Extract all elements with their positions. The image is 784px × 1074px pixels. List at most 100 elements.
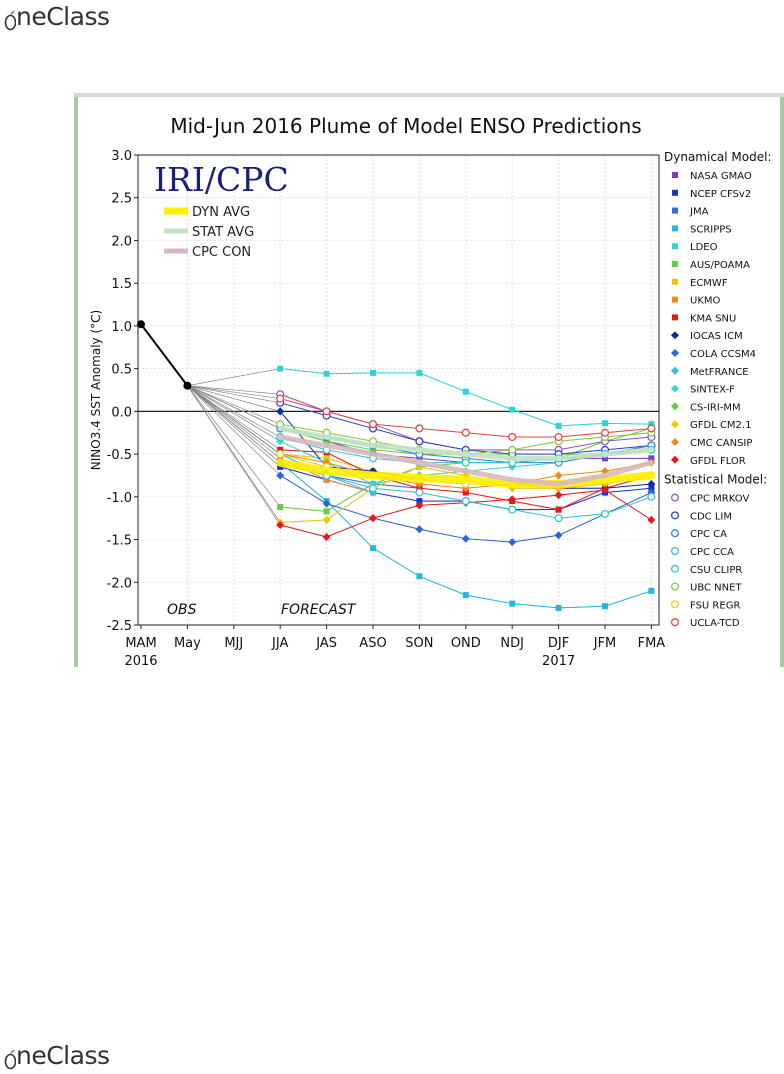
legend-entry: KMA SNU bbox=[690, 313, 736, 324]
data-point bbox=[416, 369, 423, 376]
legend-marker bbox=[671, 331, 679, 340]
figure-background bbox=[78, 97, 780, 667]
oneclass-logo-top[interactable]: neClass bbox=[4, 2, 110, 31]
legend-entry: GFDL FLOR bbox=[690, 456, 746, 467]
data-point bbox=[277, 504, 284, 511]
legend-entry: UBC NNET bbox=[690, 583, 742, 594]
year-label: 2016 bbox=[124, 654, 157, 667]
forecast-label: FORECAST bbox=[281, 602, 357, 618]
x-tick-label: DJF bbox=[548, 636, 569, 651]
data-point bbox=[415, 488, 424, 497]
x-tick-label: JAS bbox=[315, 636, 337, 651]
data-point bbox=[647, 515, 656, 524]
chart-title: Mid-Jun 2016 Plume of Model ENSO Predict… bbox=[170, 114, 641, 138]
y-tick-label: 2.5 bbox=[111, 192, 132, 207]
data-point bbox=[276, 471, 285, 480]
data-point bbox=[648, 455, 655, 462]
data-point bbox=[508, 445, 517, 454]
data-point bbox=[462, 388, 469, 395]
y-tick-label: 0.0 bbox=[111, 405, 132, 420]
data-point bbox=[415, 525, 424, 534]
data-point bbox=[554, 531, 563, 540]
y-tick-label: 1.0 bbox=[111, 320, 132, 335]
legend-entry: COLA CCSM4 bbox=[690, 349, 756, 360]
data-point bbox=[602, 420, 608, 427]
legend-marker bbox=[670, 618, 680, 627]
legend-marker bbox=[670, 564, 680, 573]
legend-entry: SCRIPPS bbox=[690, 224, 732, 235]
average-line bbox=[277, 425, 654, 461]
x-tick-label: MAM bbox=[125, 636, 156, 651]
data-point bbox=[277, 455, 284, 462]
y-tick-label: -1.5 bbox=[107, 534, 132, 549]
brand-name: neClass bbox=[16, 1041, 110, 1070]
y-tick-label: 3.0 bbox=[111, 149, 132, 164]
legend-marker bbox=[672, 261, 678, 267]
average-lines bbox=[276, 425, 656, 488]
data-point bbox=[647, 480, 656, 488]
data-point bbox=[322, 532, 331, 541]
data-point bbox=[276, 521, 285, 530]
data-point bbox=[323, 476, 330, 483]
data-point bbox=[277, 365, 284, 372]
x-tick-label: JJA bbox=[271, 636, 288, 651]
data-point bbox=[276, 450, 285, 459]
x-tick-label: MJJ bbox=[224, 636, 243, 651]
x-tick-label: NDJ bbox=[500, 636, 524, 651]
data-point bbox=[322, 515, 331, 524]
iri-cpc-logo: IRI/CPC bbox=[154, 160, 289, 199]
data-point bbox=[415, 424, 424, 433]
axes: 3.0 2.5 2.0 1.5 1.0 0.5 0.0 -0.5 -1.0 -1.5 -2.0 -2.… bbox=[89, 149, 665, 667]
data-point bbox=[461, 534, 470, 543]
data-point bbox=[509, 600, 516, 607]
data-point bbox=[322, 499, 331, 508]
figure-top-band bbox=[74, 93, 784, 97]
legend-entry: IOCAS ICM bbox=[690, 331, 743, 342]
data-point bbox=[508, 432, 517, 442]
legend-entry: CDC LIM bbox=[690, 511, 732, 522]
legend-marker bbox=[671, 438, 679, 446]
y-tick-label: -1.0 bbox=[107, 491, 132, 506]
legend-marker bbox=[671, 420, 679, 429]
legend-marker bbox=[672, 207, 678, 214]
data-point bbox=[415, 501, 424, 510]
data-point bbox=[648, 587, 655, 594]
data-point bbox=[369, 514, 377, 523]
legend-entry: CPC MRKOV bbox=[690, 494, 749, 505]
data-point bbox=[415, 437, 424, 446]
observations bbox=[137, 320, 192, 390]
legend-marker bbox=[670, 546, 680, 556]
data-point bbox=[416, 573, 423, 580]
average-line bbox=[276, 458, 656, 488]
legend-entry: AUS/POAMA bbox=[690, 260, 750, 271]
data-point bbox=[322, 407, 331, 416]
data-point bbox=[461, 428, 470, 437]
data-point bbox=[508, 505, 517, 514]
data-point bbox=[648, 421, 655, 428]
y-tick-label: -0.5 bbox=[107, 448, 132, 463]
data-point bbox=[277, 446, 284, 453]
legend-entry: CMC CANSIP bbox=[690, 438, 752, 449]
legend-entry: CPC CA bbox=[690, 529, 727, 540]
average-legend-label: STAT AVG bbox=[192, 225, 254, 240]
oneclass-logo-bottom[interactable]: neClass bbox=[4, 1041, 110, 1070]
legend-group-title: Dynamical Model: bbox=[664, 150, 772, 164]
data-point bbox=[370, 369, 376, 376]
legend-marker bbox=[671, 402, 679, 411]
data-point bbox=[276, 394, 285, 403]
data-point bbox=[370, 545, 376, 552]
data-point bbox=[276, 407, 285, 416]
x-tick-label: FMA bbox=[638, 636, 666, 651]
year-label: 2017 bbox=[542, 654, 575, 667]
y-tick-label: 1.5 bbox=[111, 277, 132, 292]
y-tick-label: -2.0 bbox=[107, 576, 132, 591]
legend-entry: CSU CLIPR bbox=[690, 565, 742, 576]
oneclass-o-icon bbox=[4, 10, 16, 31]
data-point bbox=[600, 509, 610, 518]
data-point bbox=[368, 484, 378, 493]
legend-marker bbox=[672, 225, 678, 232]
y-tick-label: -2.5 bbox=[107, 619, 132, 634]
legend-marker bbox=[672, 278, 678, 285]
legend-entry: MetFRANCE bbox=[690, 367, 749, 378]
y-tick-label: 0.5 bbox=[111, 363, 132, 378]
